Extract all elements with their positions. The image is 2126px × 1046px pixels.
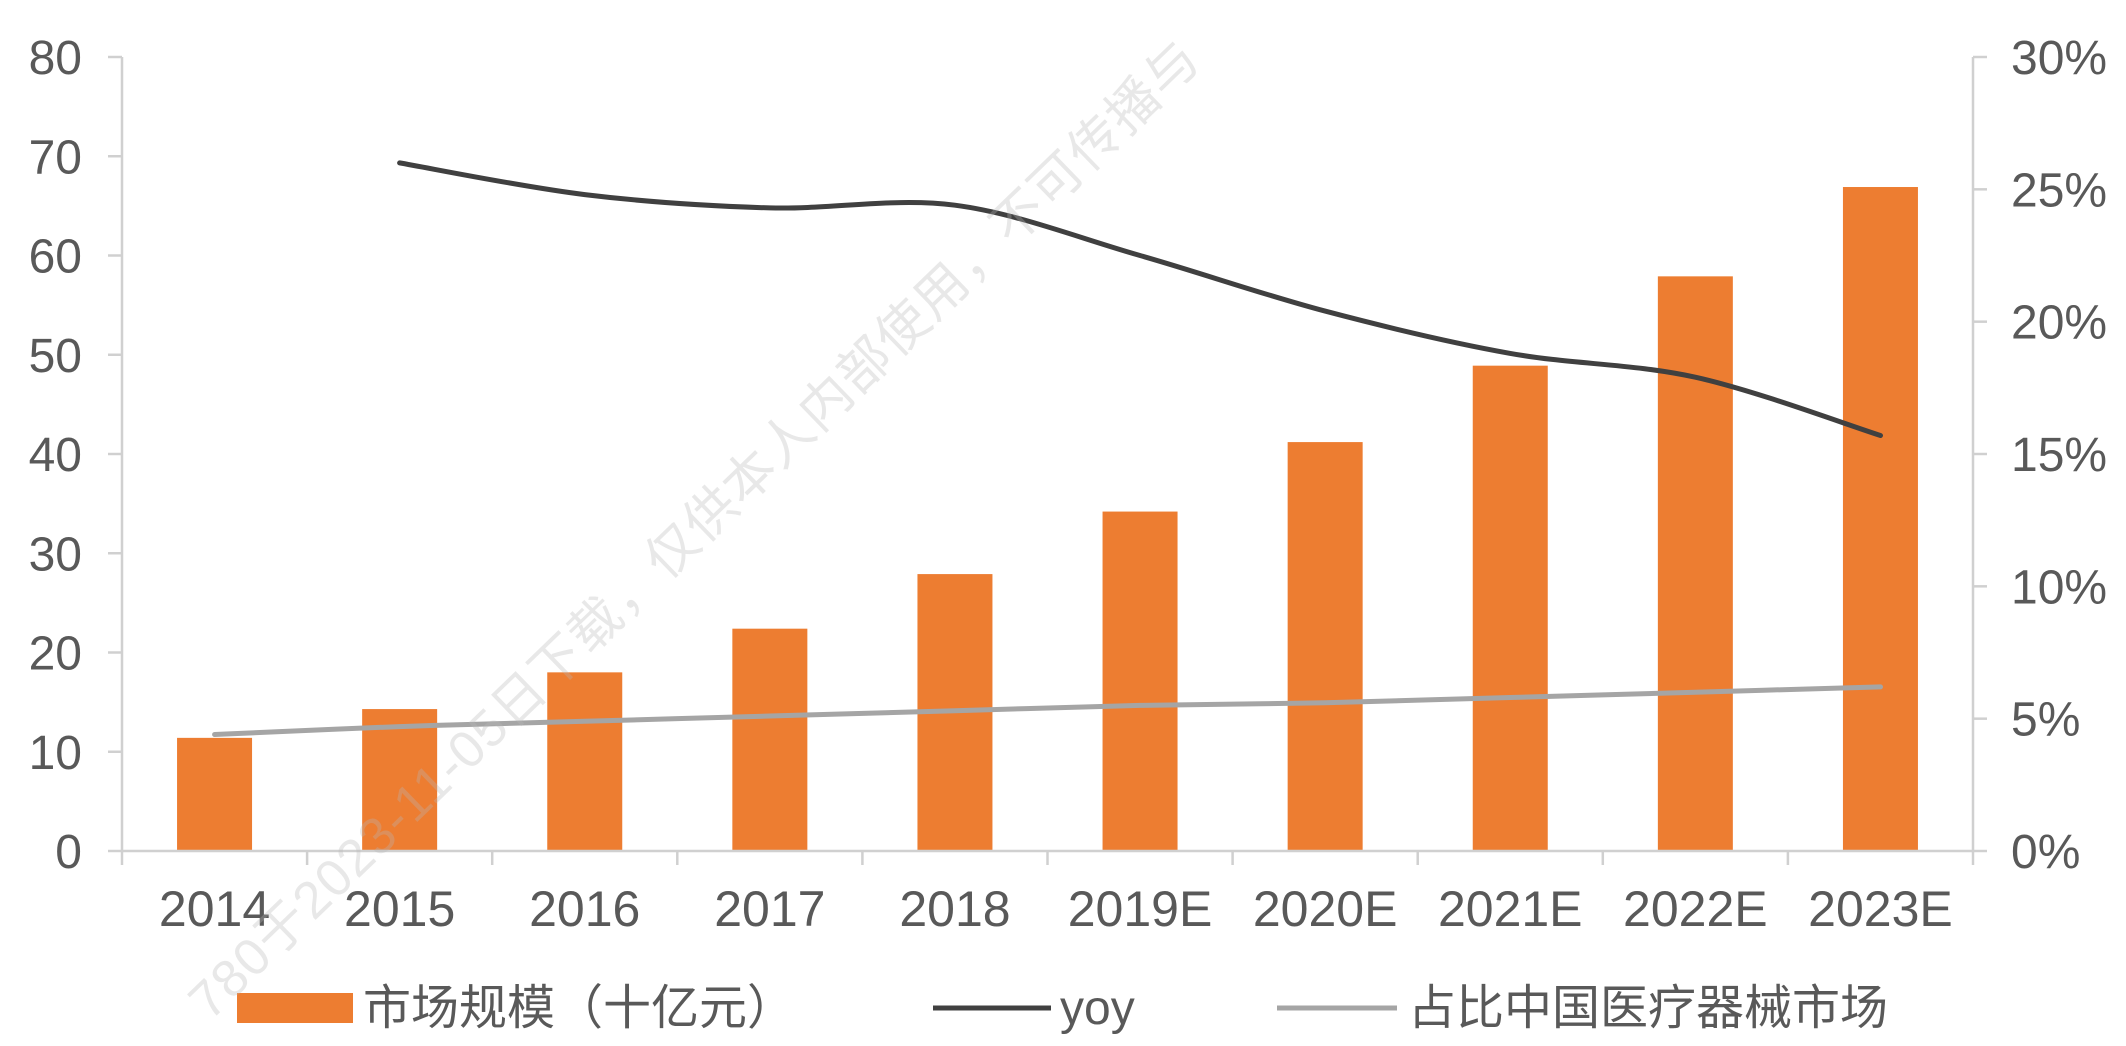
x-tick-label: 2022E bbox=[1623, 881, 1768, 937]
bar-2019E bbox=[1102, 511, 1178, 851]
line-yoy bbox=[397, 160, 1883, 438]
y-right-tick-label: 25% bbox=[2011, 164, 2107, 217]
bar-2023E bbox=[1842, 187, 1918, 851]
y-left-tick-label: 10 bbox=[29, 727, 82, 780]
y-left-tick-label: 20 bbox=[29, 628, 82, 681]
bar-2022E bbox=[1657, 276, 1733, 851]
x-tick-label: 2019E bbox=[1068, 881, 1213, 937]
legend-swatch-market-size bbox=[237, 993, 353, 1023]
y-left-tick-label: 30 bbox=[29, 528, 82, 581]
x-tick-label: 2020E bbox=[1253, 881, 1398, 937]
bar-2016 bbox=[547, 672, 623, 851]
y-left-tick-label: 60 bbox=[29, 231, 82, 284]
x-tick-label: 2014 bbox=[159, 881, 270, 937]
bar-2014 bbox=[177, 737, 253, 851]
legend-item-yoy: yoy bbox=[933, 982, 1135, 1035]
y-right-tick-label: 30% bbox=[2011, 32, 2107, 85]
legend-item-market-size: 市场规模（十亿元） bbox=[237, 982, 795, 1035]
y-left-tick-label: 50 bbox=[29, 330, 82, 383]
y-left-tick-label: 80 bbox=[29, 32, 82, 85]
legend-item-device-market-share: 占比中国医疗器械市场 bbox=[1277, 982, 1888, 1035]
watermark: 780于2023-11-05日下载，仅供本人内部使用，不可传播与 bbox=[178, 30, 1211, 1030]
y-right-tick-label: 0% bbox=[2011, 826, 2080, 879]
line-device-market-share bbox=[212, 684, 1883, 737]
x-tick-label: 2023E bbox=[1808, 881, 1953, 937]
x-tick-label: 2018 bbox=[899, 881, 1010, 937]
y-right-tick-label: 10% bbox=[2011, 561, 2107, 614]
legend-label-market-size: 市场规模（十亿元） bbox=[363, 982, 795, 1035]
bar-2021E bbox=[1472, 365, 1548, 851]
x-tick-label: 2016 bbox=[529, 881, 640, 937]
bar-2017 bbox=[732, 628, 808, 851]
tick-labels: 0 10 20 30 40 50 60 70 80 0% 5% 10% 15% 20% 25% 30% 2014… bbox=[29, 32, 2107, 937]
legend-label-device-market-share: 占比中国医疗器械市场 bbox=[1408, 982, 1888, 1035]
x-tick-label: 2015 bbox=[344, 881, 455, 937]
axes bbox=[108, 55, 1987, 865]
x-tick-label: 2017 bbox=[714, 881, 825, 937]
y-left-tick-label: 0 bbox=[55, 826, 82, 879]
bar-2015 bbox=[362, 709, 438, 851]
y-right-tick-label: 20% bbox=[2011, 297, 2107, 350]
bar-2020E bbox=[1287, 442, 1363, 851]
y-left-tick-label: 70 bbox=[29, 131, 82, 184]
watermark-text: 780于2023-11-05日下载，仅供本人内部使用，不可传播与 bbox=[178, 30, 1211, 1030]
legend-label-yoy: yoy bbox=[1060, 982, 1135, 1035]
y-right-tick-label: 15% bbox=[2011, 429, 2107, 482]
line-series bbox=[212, 160, 1883, 737]
y-left-tick-label: 40 bbox=[29, 429, 82, 482]
y-right-tick-label: 5% bbox=[2011, 694, 2080, 747]
legend: 市场规模（十亿元） yoy 占比中国医疗器械市场 bbox=[237, 982, 1888, 1035]
x-tick-label: 2021E bbox=[1438, 881, 1583, 937]
